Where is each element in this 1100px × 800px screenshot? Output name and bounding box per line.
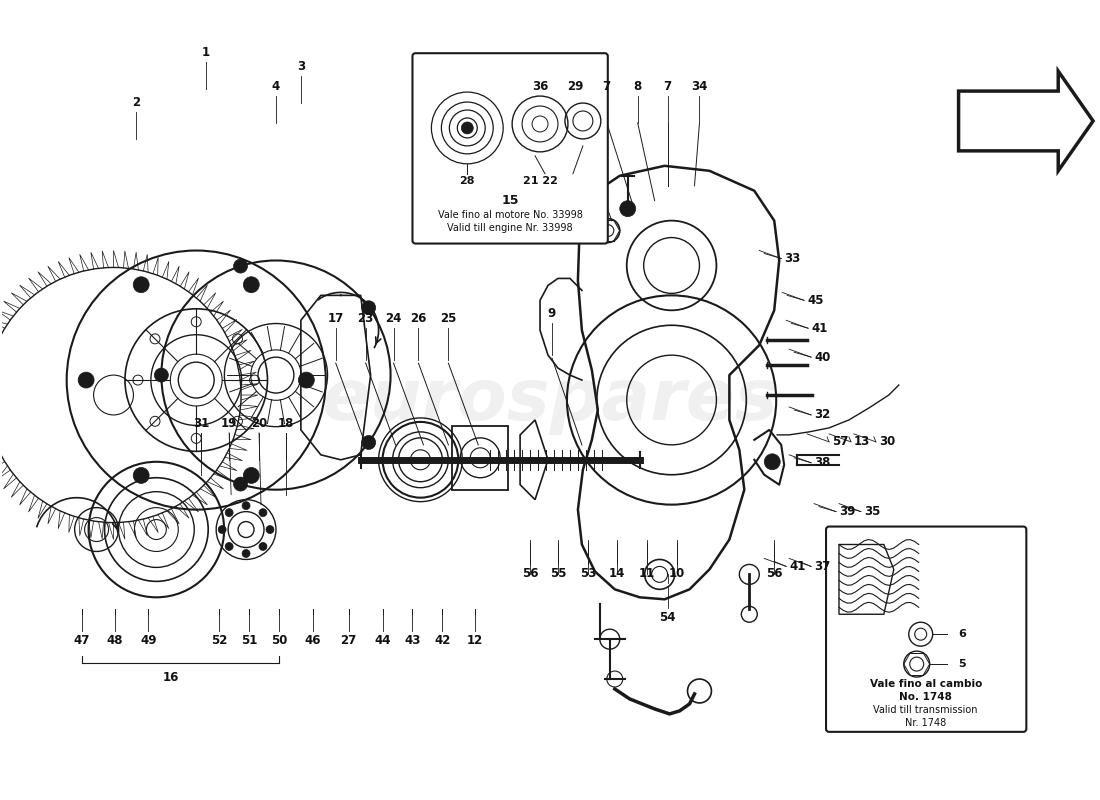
Text: 8: 8 xyxy=(634,80,641,93)
Circle shape xyxy=(78,372,95,388)
Circle shape xyxy=(258,509,267,517)
Text: 32: 32 xyxy=(814,409,830,422)
Circle shape xyxy=(218,526,227,534)
Text: 16: 16 xyxy=(163,671,179,684)
Text: 37: 37 xyxy=(814,560,830,573)
Text: 1: 1 xyxy=(202,46,210,59)
Circle shape xyxy=(266,526,274,534)
Circle shape xyxy=(764,454,780,470)
Text: 57: 57 xyxy=(832,435,848,448)
Text: 26: 26 xyxy=(410,312,427,326)
Text: No. 1748: No. 1748 xyxy=(900,692,953,702)
Text: 54: 54 xyxy=(659,611,675,624)
Text: 4: 4 xyxy=(272,80,280,93)
Text: Nr. 1748: Nr. 1748 xyxy=(905,718,946,728)
Text: 18: 18 xyxy=(277,417,294,430)
Text: 17: 17 xyxy=(328,312,344,326)
Text: 27: 27 xyxy=(341,634,356,647)
Text: 7: 7 xyxy=(663,80,672,93)
Text: 20: 20 xyxy=(251,417,267,430)
Circle shape xyxy=(233,477,248,491)
Circle shape xyxy=(242,550,250,558)
Circle shape xyxy=(133,277,150,293)
Text: 14: 14 xyxy=(608,567,625,581)
Text: 40: 40 xyxy=(814,350,830,364)
Text: 53: 53 xyxy=(580,567,596,581)
Text: 29: 29 xyxy=(566,80,583,93)
Text: 38: 38 xyxy=(814,456,830,470)
Circle shape xyxy=(133,467,150,483)
Circle shape xyxy=(298,372,315,388)
Text: 49: 49 xyxy=(140,634,156,647)
Text: 41: 41 xyxy=(811,322,827,334)
Polygon shape xyxy=(958,71,1093,170)
Bar xyxy=(452,426,508,490)
Circle shape xyxy=(362,301,375,314)
FancyBboxPatch shape xyxy=(412,54,608,243)
Circle shape xyxy=(243,467,260,483)
Text: 2: 2 xyxy=(132,96,141,109)
Text: 9: 9 xyxy=(548,307,557,320)
Circle shape xyxy=(242,502,250,510)
Text: 3: 3 xyxy=(297,60,305,73)
Circle shape xyxy=(619,201,636,217)
Circle shape xyxy=(258,542,267,550)
Text: 7: 7 xyxy=(603,80,611,93)
Circle shape xyxy=(226,542,233,550)
Text: Vale fino al cambio: Vale fino al cambio xyxy=(869,679,982,689)
Text: 25: 25 xyxy=(440,312,456,326)
Text: 50: 50 xyxy=(271,634,287,647)
Text: Valid till transmission: Valid till transmission xyxy=(873,705,978,715)
Text: 6: 6 xyxy=(958,629,967,639)
Text: 52: 52 xyxy=(211,634,228,647)
Text: Valid till engine Nr. 33998: Valid till engine Nr. 33998 xyxy=(448,222,573,233)
Text: 34: 34 xyxy=(691,80,707,93)
Text: 5: 5 xyxy=(958,659,966,669)
Text: 19: 19 xyxy=(221,417,238,430)
Circle shape xyxy=(226,509,233,517)
Text: 28: 28 xyxy=(460,176,475,186)
Text: 12: 12 xyxy=(468,634,483,647)
Text: 39: 39 xyxy=(839,505,856,518)
Text: 15: 15 xyxy=(502,194,519,206)
Circle shape xyxy=(154,368,168,382)
Text: 45: 45 xyxy=(807,294,824,307)
Text: 13: 13 xyxy=(854,435,870,448)
Text: 42: 42 xyxy=(434,634,451,647)
Text: 47: 47 xyxy=(74,634,90,647)
Text: 46: 46 xyxy=(305,634,321,647)
Circle shape xyxy=(362,435,375,450)
Text: 55: 55 xyxy=(550,567,566,581)
Text: 51: 51 xyxy=(241,634,257,647)
Circle shape xyxy=(233,259,248,273)
Text: 56: 56 xyxy=(521,567,538,581)
Text: 36: 36 xyxy=(531,80,548,93)
Text: 24: 24 xyxy=(385,312,402,326)
FancyBboxPatch shape xyxy=(826,526,1026,732)
Text: 56: 56 xyxy=(766,567,782,581)
Text: 41: 41 xyxy=(789,560,805,573)
Text: eurospares: eurospares xyxy=(321,366,779,434)
Text: Vale fino al motore No. 33998: Vale fino al motore No. 33998 xyxy=(438,210,583,220)
Circle shape xyxy=(243,277,260,293)
Text: 11: 11 xyxy=(638,567,654,581)
Text: 48: 48 xyxy=(107,634,123,647)
Circle shape xyxy=(461,122,473,134)
Text: 23: 23 xyxy=(358,312,374,326)
Text: 10: 10 xyxy=(669,567,684,581)
Text: 44: 44 xyxy=(374,634,390,647)
Text: 31: 31 xyxy=(194,417,209,430)
Text: 43: 43 xyxy=(405,634,420,647)
Text: 33: 33 xyxy=(784,252,801,265)
Text: 21 22: 21 22 xyxy=(522,176,558,186)
Text: 35: 35 xyxy=(864,505,880,518)
Text: 30: 30 xyxy=(879,435,895,448)
